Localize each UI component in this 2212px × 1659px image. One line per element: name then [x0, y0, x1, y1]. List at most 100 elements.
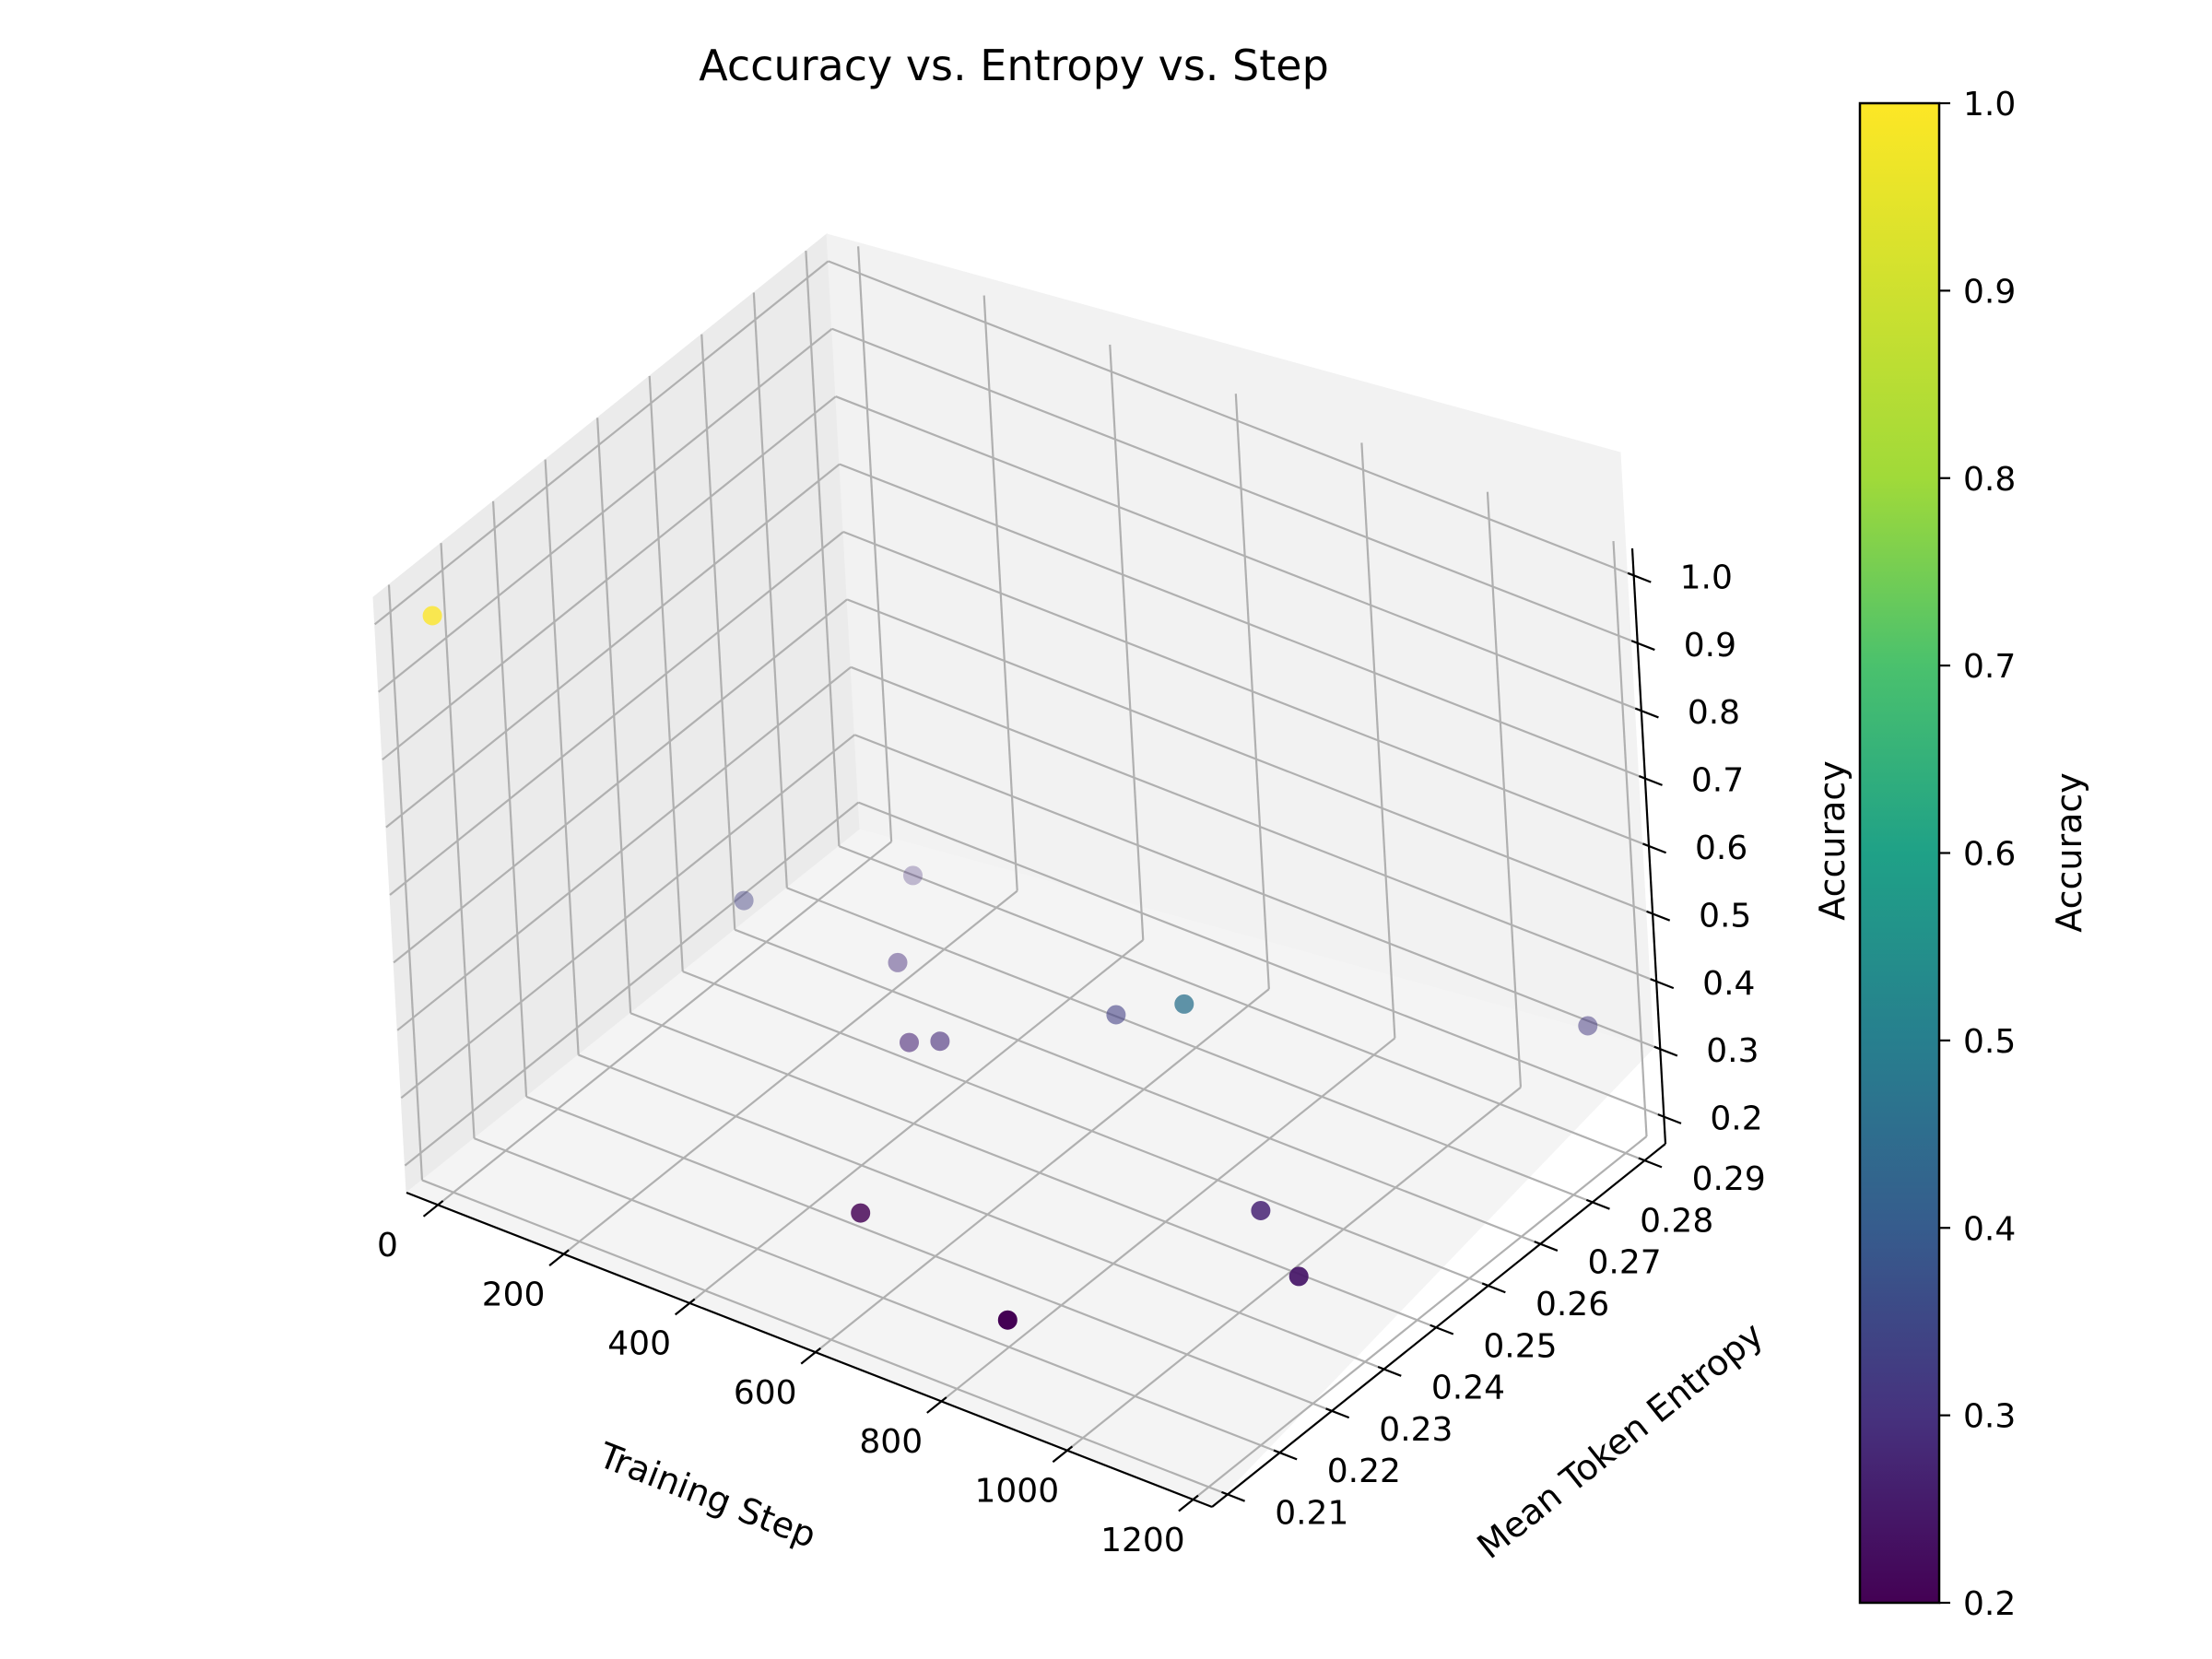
- z-tick-label: 1.0: [1680, 559, 1733, 596]
- colorbar-tick-label: 0.4: [1963, 1210, 2016, 1248]
- left-gridline-z: [382, 395, 837, 761]
- back-gridline-z: [828, 260, 1635, 577]
- left-gridline-z: [389, 531, 844, 896]
- z-tick-label: 0.6: [1695, 830, 1747, 867]
- x-tick-label: 800: [859, 1423, 923, 1461]
- data-point: [851, 1203, 871, 1223]
- floor-gridline-y: [734, 928, 1541, 1245]
- y-tick-label: 0.21: [1275, 1494, 1348, 1532]
- y-tick-mark: [1585, 1198, 1610, 1210]
- z-tick-mark: [1646, 910, 1671, 922]
- z-tick-mark: [1630, 640, 1655, 652]
- left-gridline-z: [378, 327, 833, 693]
- x-tick-mark: [1178, 1494, 1199, 1512]
- left-gridline-z: [393, 598, 848, 964]
- back-gridline-z: [857, 801, 1665, 1118]
- data-point: [997, 1310, 1018, 1330]
- y-tick-label: 0.26: [1535, 1286, 1609, 1324]
- z-tick-mark: [1653, 1045, 1678, 1057]
- back-gridline-z: [842, 530, 1650, 848]
- y-tick-label: 0.28: [1640, 1202, 1713, 1240]
- x-tick-mark: [1052, 1445, 1074, 1464]
- data-point: [1288, 1266, 1309, 1287]
- z-tick-mark: [1638, 775, 1663, 786]
- y-tick-label: 0.25: [1483, 1327, 1557, 1365]
- tick-labels: 0 200 400 600 800 1000 1200 0.21 0.22 0.23 0.24 0.2…: [377, 559, 1766, 1559]
- y-tick-mark: [1325, 1407, 1350, 1419]
- data-point: [734, 890, 754, 911]
- y-tick-mark: [1221, 1490, 1245, 1502]
- data-point: [900, 1032, 919, 1053]
- back-gridline-z: [846, 598, 1653, 915]
- z-tick-label: 0.3: [1706, 1032, 1759, 1070]
- colorbar-tick-label: 0.6: [1963, 836, 2016, 874]
- grid-lines: [373, 246, 1665, 1500]
- y-tick-mark: [1377, 1365, 1402, 1377]
- chart-title: Accuracy vs. Entropy vs. Step: [699, 41, 1329, 90]
- y-tick-mark: [1638, 1157, 1663, 1169]
- y-tick-mark: [1273, 1449, 1298, 1461]
- data-point: [422, 606, 442, 626]
- colorbar-tick-label: 1.0: [1963, 86, 2016, 124]
- z-tick-label: 0.2: [1710, 1100, 1762, 1138]
- y-tick-label: 0.29: [1692, 1160, 1766, 1198]
- floor-gridline-y: [682, 970, 1489, 1288]
- floor-gridline-y: [578, 1053, 1385, 1371]
- x-axis-title: Training Step: [593, 1434, 821, 1556]
- z-tick-mark: [1634, 707, 1659, 719]
- x-tick-mark: [674, 1298, 696, 1316]
- z-tick-mark: [1642, 842, 1667, 854]
- y-tick-label: 0.24: [1431, 1370, 1505, 1407]
- z-tick-label: 0.8: [1688, 694, 1740, 732]
- colorbar-ticks: 0.2 0.3 0.4 0.5 0.6 0.7 0.8 0.9 1.0: [1939, 86, 2016, 1623]
- floor-gridline-x: [563, 889, 1018, 1255]
- colorbar-tick-label: 0.8: [1963, 461, 2016, 499]
- left-gridline-z: [385, 463, 841, 829]
- left-gridline-z: [373, 260, 830, 626]
- floor-gridline-y: [786, 887, 1594, 1204]
- y-axis-line: [1211, 1143, 1666, 1508]
- x-tick-mark: [422, 1200, 444, 1218]
- floor-gridline-y: [474, 1137, 1280, 1454]
- floor-gridline-x: [1192, 1135, 1648, 1500]
- data-point: [903, 865, 923, 886]
- back-gridline-z: [835, 395, 1642, 712]
- x-tick-label: 200: [482, 1276, 546, 1313]
- y-tick-mark: [1430, 1324, 1454, 1335]
- floor-gridline-y: [838, 845, 1645, 1162]
- colorbar-tick-label: 0.3: [1963, 1398, 2016, 1436]
- x-tick-label: 400: [607, 1325, 671, 1363]
- data-point: [1578, 1016, 1598, 1036]
- y-tick-label: 0.22: [1327, 1453, 1401, 1490]
- x-tick-label: 1200: [1100, 1522, 1185, 1559]
- floor-gridline-x: [815, 988, 1270, 1354]
- x-tick-label: 0: [377, 1227, 398, 1265]
- data-point: [1174, 994, 1194, 1014]
- scatter-points: [422, 606, 1598, 1330]
- left-gridline-z: [400, 734, 855, 1100]
- tick-marks: [422, 571, 1682, 1512]
- x-tick-mark: [800, 1347, 821, 1365]
- z-tick-label: 0.4: [1702, 965, 1755, 1003]
- x-axis-line: [406, 1191, 1213, 1509]
- z-tick-mark: [1627, 571, 1652, 583]
- y-tick-mark: [1481, 1282, 1506, 1294]
- back-gridline-z: [850, 665, 1657, 982]
- left-gridline-z: [396, 665, 852, 1031]
- back-gridline-z: [853, 734, 1661, 1051]
- colorbar-tick-label: 0.2: [1963, 1585, 2016, 1623]
- back-gridline-z: [839, 463, 1646, 780]
- x-tick-mark: [926, 1396, 947, 1414]
- left-gridline-z: [404, 801, 860, 1167]
- floor-gridline-y: [421, 1179, 1229, 1496]
- data-point: [888, 952, 908, 972]
- z-tick-label: 0.7: [1691, 762, 1744, 800]
- back-gridline-z: [831, 327, 1639, 644]
- data-point: [1106, 1005, 1126, 1025]
- y-tick-mark: [1534, 1241, 1559, 1252]
- floor-gridline-x: [437, 841, 892, 1206]
- z-axis-title: Accuracy: [1812, 760, 1853, 921]
- data-point: [1251, 1201, 1271, 1220]
- floor-gridline-y: [525, 1095, 1333, 1412]
